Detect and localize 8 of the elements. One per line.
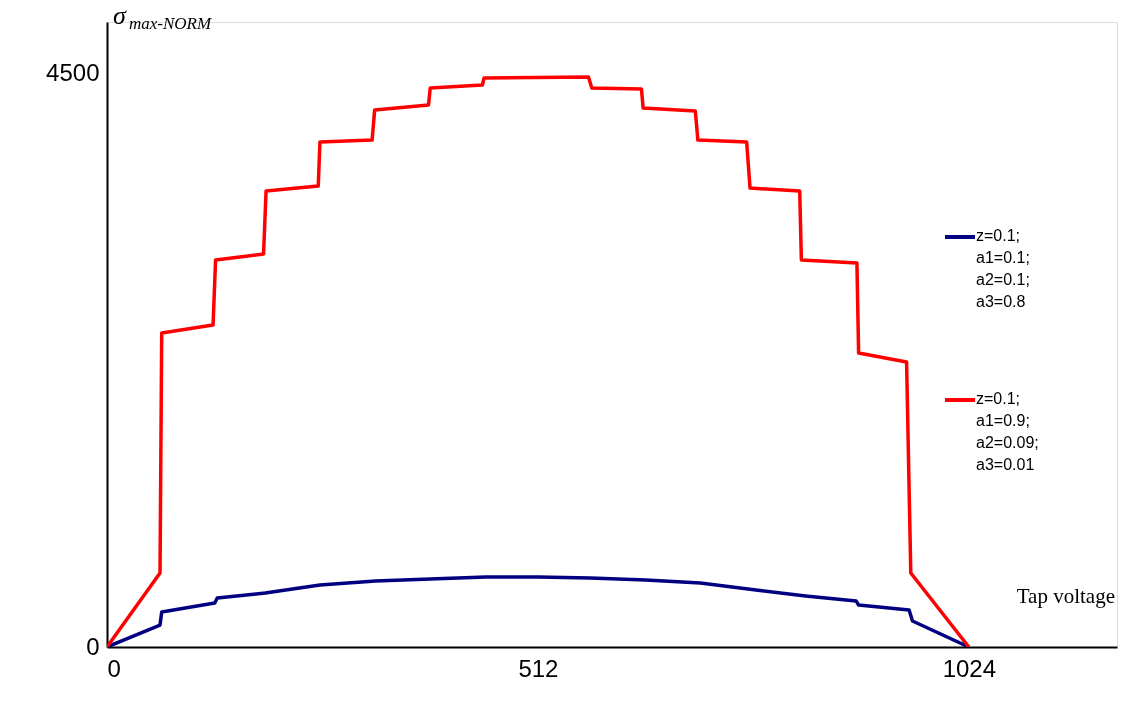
x-tick-label: 0 (107, 654, 121, 682)
x-axis-title: Tap voltage (1016, 584, 1115, 608)
legend-label: z=0.1; a1=0.1; a2=0.1; a3=0.8 (976, 227, 1030, 310)
x-tick-label: 1024 (942, 654, 997, 682)
line-series (107, 75, 971, 647)
legend-label: z=0.1; a1=0.9; a2=0.09; a3=0.01 (976, 390, 1039, 473)
y-tick-label: 4500 (46, 58, 100, 86)
x-tick-label: 512 (518, 654, 559, 682)
